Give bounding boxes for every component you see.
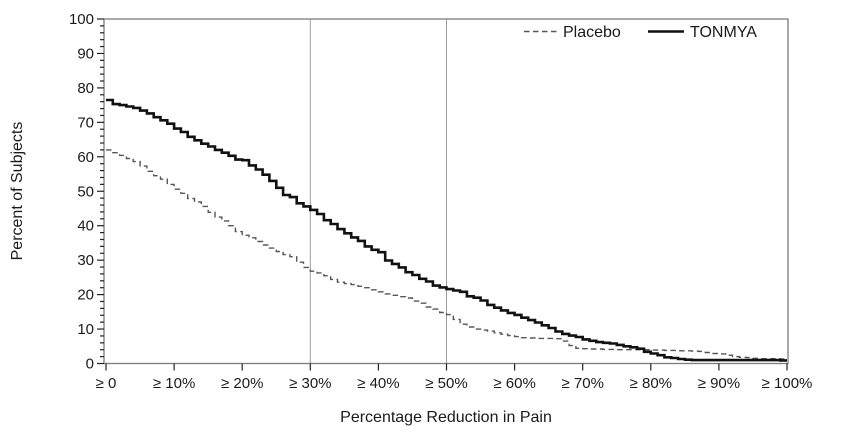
y-tick-label: 30 xyxy=(77,252,94,269)
x-tick-label: ≥ 10% xyxy=(153,375,195,392)
x-tick-label: ≥ 70% xyxy=(561,375,603,392)
y-tick-label: 0 xyxy=(86,356,94,373)
tonmya-series-line xyxy=(106,98,787,362)
axis-ticks-layer xyxy=(97,18,788,371)
x-tick-label: ≥ 0 xyxy=(96,375,117,392)
y-tick-label: 90 xyxy=(77,45,94,62)
y-tick-label: 10 xyxy=(77,321,94,338)
x-tick-label: ≥ 60% xyxy=(493,375,535,392)
placebo-series-line xyxy=(106,149,787,360)
y-axis-title: Percent of Subjects xyxy=(9,122,26,261)
y-tick-label: 40 xyxy=(77,218,94,235)
x-tick-label: ≥ 50% xyxy=(425,375,467,392)
y-tick-label: 70 xyxy=(77,114,94,131)
data-series-layer xyxy=(106,98,787,362)
y-tick-label: 50 xyxy=(77,183,94,200)
x-tick-label: ≥ 100% xyxy=(762,375,813,392)
x-tick-label: ≥ 30% xyxy=(289,375,331,392)
x-tick-label: ≥ 80% xyxy=(630,375,672,392)
x-tick-label: ≥ 40% xyxy=(357,375,399,392)
x-tick-label: ≥ 20% xyxy=(221,375,263,392)
legend-placebo-label: Placebo xyxy=(563,24,621,41)
x-axis-title: Percentage Reduction in Pain xyxy=(340,409,552,426)
y-tick-label: 100 xyxy=(69,11,94,28)
y-tick-label: 80 xyxy=(77,80,94,97)
axis-tick-labels-layer: 0 10 20 30 40 50 60 70 80 90 100 ≥ 0 ≥ 10% ≥ 20% ≥ 30%… xyxy=(69,11,812,392)
y-tick-label: 60 xyxy=(77,149,94,166)
reference-lines-layer xyxy=(309,19,447,364)
legend: Placebo TONMYA xyxy=(524,24,757,41)
legend-tonmya-label: TONMYA xyxy=(690,24,757,41)
x-tick-label: ≥ 90% xyxy=(698,375,740,392)
y-tick-label: 20 xyxy=(77,287,94,304)
